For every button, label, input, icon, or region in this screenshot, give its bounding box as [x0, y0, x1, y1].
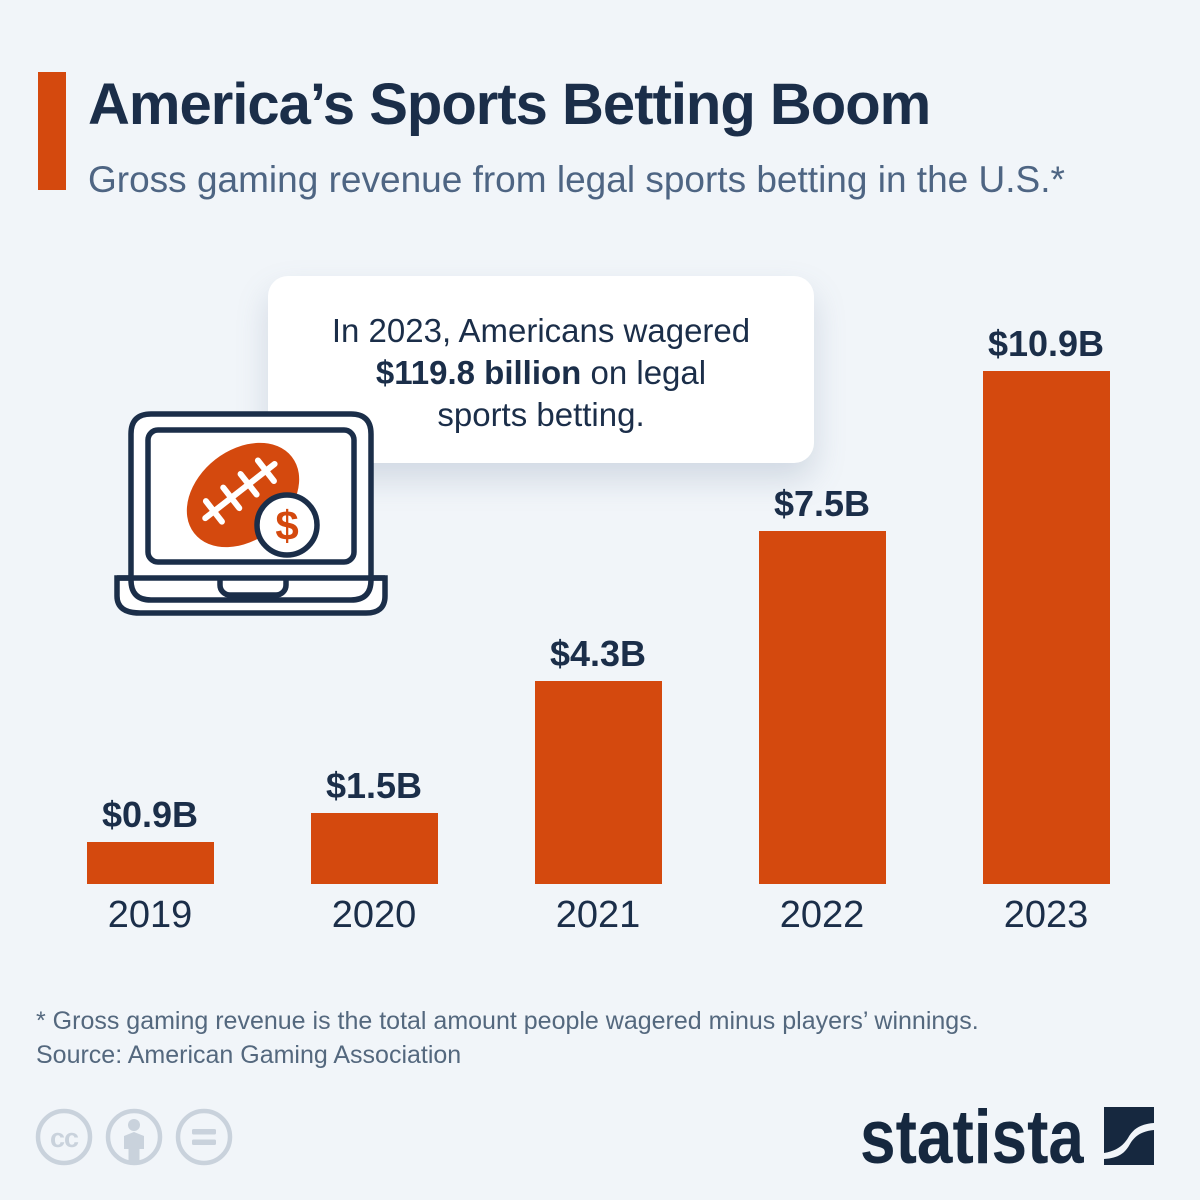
bar-2022: [758, 530, 886, 884]
callout-line2: on legal: [581, 354, 707, 391]
bar-2019: [86, 841, 214, 884]
cc-icon: [35, 1108, 93, 1166]
callout-line3: sports betting.: [437, 396, 645, 433]
attribution-person-glyph: [124, 1119, 144, 1162]
statista-logo-mark: [1104, 1107, 1154, 1165]
license-icons: cc: [35, 1108, 233, 1166]
statista-wordmark: statista: [860, 1106, 1084, 1165]
bar-value-2023: $10.9B: [987, 322, 1105, 364]
bar-value-2019: $0.9B: [101, 793, 199, 835]
page-title: America’s Sports Betting Boom: [88, 72, 931, 137]
page-subtitle: Gross gaming revenue from legal sports b…: [88, 159, 1065, 200]
footnote: * Gross gaming revenue is the total amou…: [36, 1007, 979, 1035]
callout-line1: In 2023, Americans wagered: [331, 312, 751, 349]
title-accent-bar: [38, 72, 66, 190]
dollar-coin-icon: $: [254, 492, 320, 558]
equal-glyph: [192, 1129, 216, 1145]
bar-2020: [310, 813, 438, 884]
axis-label-2019: 2019: [107, 894, 193, 936]
bar-value-2020: $1.5B: [325, 765, 423, 807]
attribution-icon: [105, 1108, 163, 1166]
cc-label: cc: [50, 1123, 79, 1153]
football-laces: [202, 457, 278, 525]
axis-label-2022: 2022: [779, 894, 865, 936]
statista-logo: statista: [854, 1106, 1154, 1165]
axis-label-2023: 2023: [1003, 894, 1089, 936]
callout-amount: $119.8 billion: [375, 354, 582, 391]
bar-2023: [982, 370, 1110, 884]
svg-text:statista: statista: [860, 1106, 1084, 1165]
bar-value-2021: $4.3B: [549, 633, 647, 675]
axis-label-2021: 2021: [555, 894, 641, 936]
laptop-notch: [217, 578, 289, 598]
source-line: Source: American Gaming Association: [36, 1041, 462, 1069]
axis-label-2020: 2020: [331, 894, 417, 936]
equal-icon: [175, 1108, 233, 1166]
laptop-icon: $: [114, 411, 388, 616]
bar-value-2022: $7.5B: [773, 482, 871, 524]
svg-text:$: $: [275, 502, 298, 549]
bar-2021: [534, 681, 662, 884]
